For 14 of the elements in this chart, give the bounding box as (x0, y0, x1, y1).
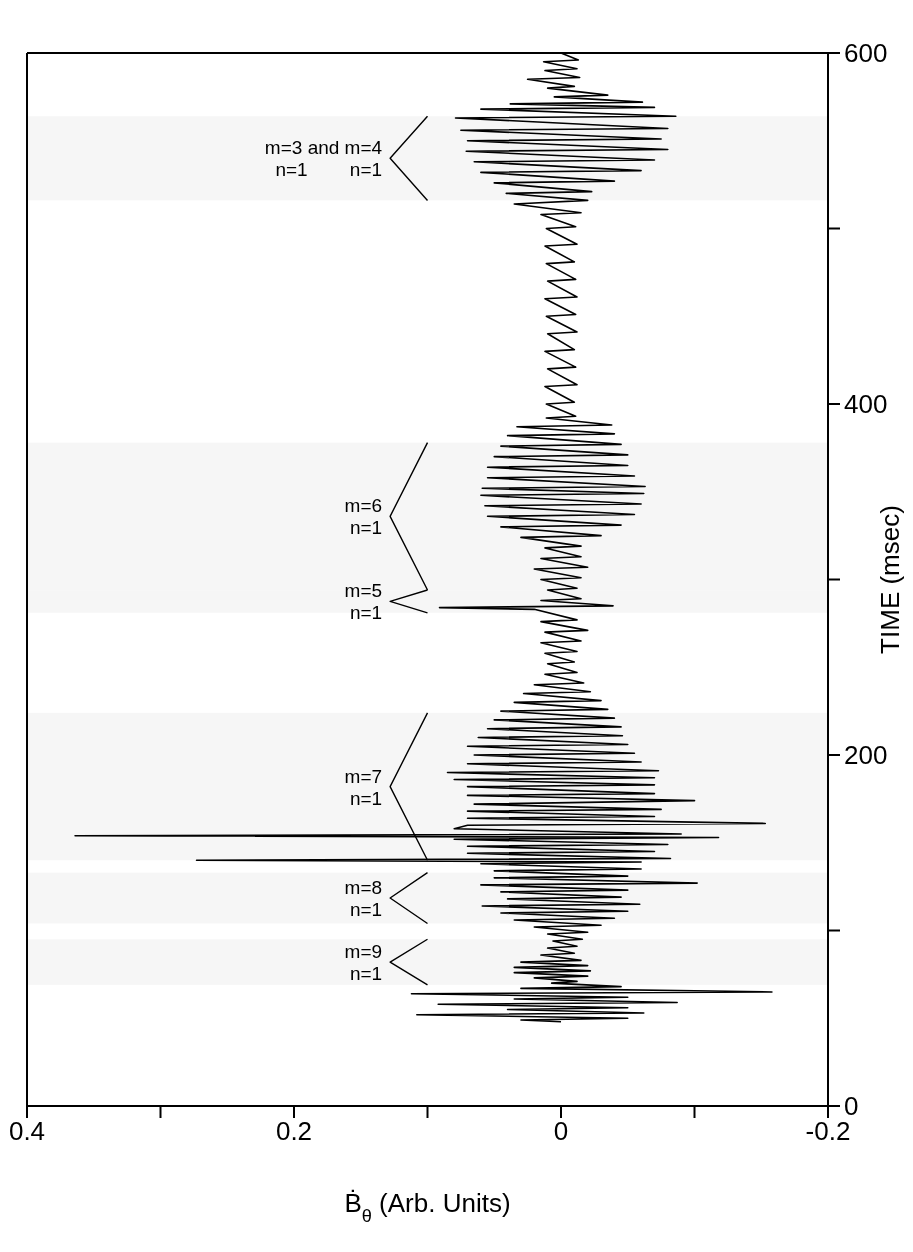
y-tick-label: 200 (844, 740, 888, 771)
band-label: m=5 n=1 (344, 580, 383, 624)
x-tick-label: 0.4 (8, 1116, 46, 1147)
y-tick-label: 400 (844, 389, 888, 420)
band-label: m=3 and m=4 n=1 n=1 (264, 137, 383, 181)
band-label: m=7 n=1 (344, 765, 383, 809)
band-label: m=9 n=1 (344, 941, 383, 985)
band-label: m=8 n=1 (344, 877, 383, 921)
x-tick-label: 0 (553, 1116, 569, 1147)
x-axis-title: Ḃ$_{θ}$ (Arb. Units) (344, 1188, 511, 1226)
y-tick-label: 600 (844, 38, 888, 69)
band-label: m=6 n=1 (344, 495, 383, 539)
x-tick-label: 0.2 (275, 1116, 313, 1147)
y-axis-title: TIME (msec) (875, 505, 905, 654)
